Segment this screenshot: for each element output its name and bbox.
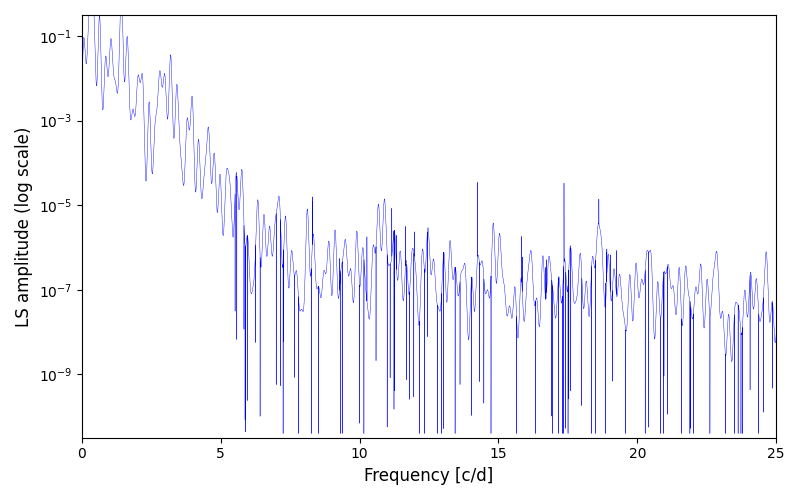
X-axis label: Frequency [c/d]: Frequency [c/d] — [364, 467, 494, 485]
Y-axis label: LS amplitude (log scale): LS amplitude (log scale) — [15, 126, 33, 326]
